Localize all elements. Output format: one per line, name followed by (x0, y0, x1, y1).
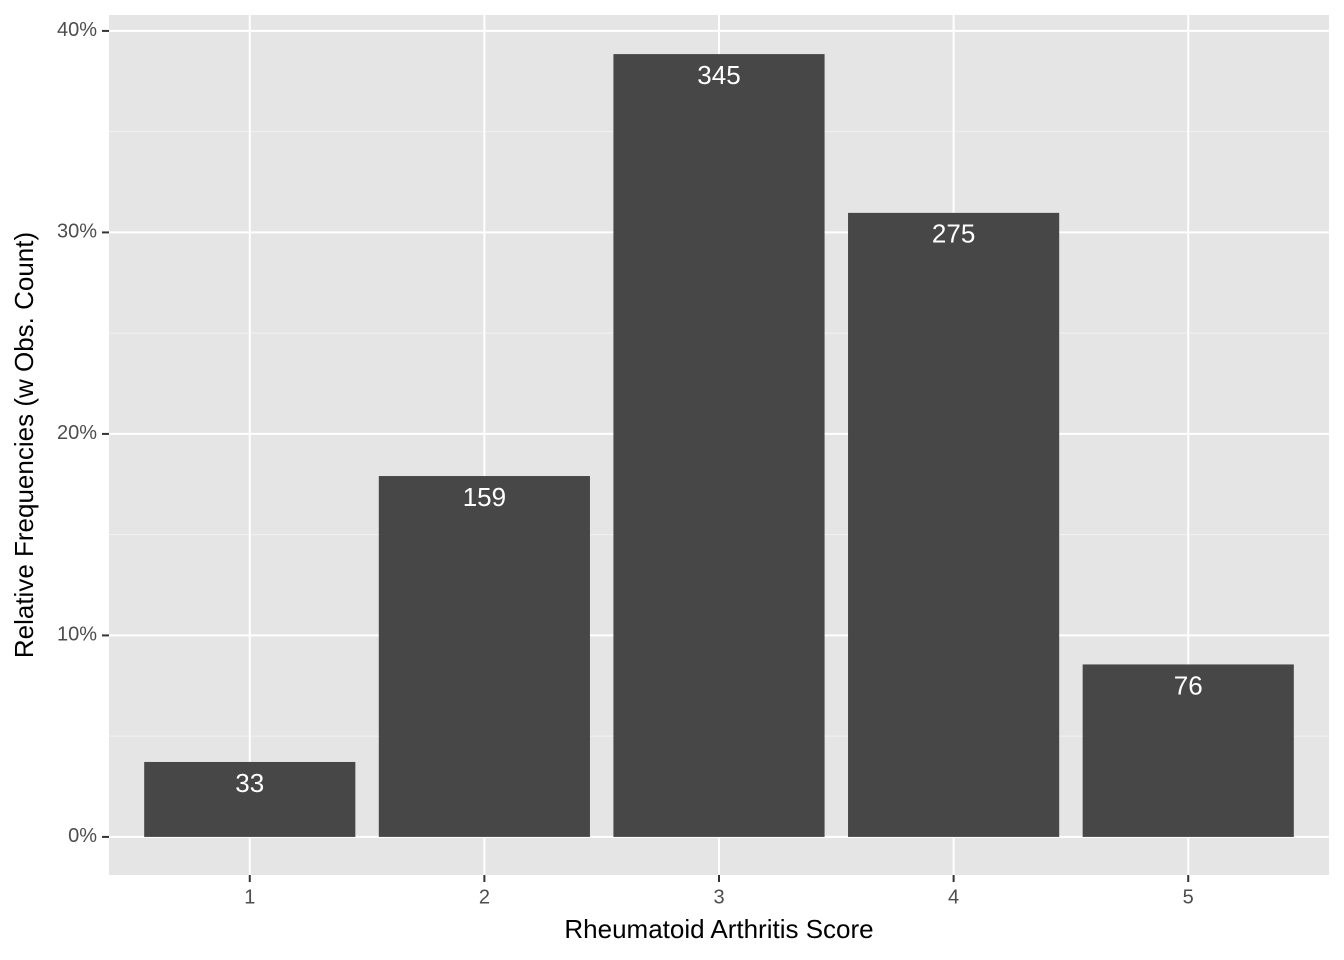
x-tick-label: 1 (244, 886, 255, 908)
bar-count-label: 33 (235, 768, 264, 798)
x-tick-label: 2 (479, 886, 490, 908)
y-tick-label: 0% (68, 825, 97, 847)
bar (378, 476, 590, 837)
y-tick-label: 10% (57, 624, 97, 646)
x-tick-label: 4 (948, 886, 959, 908)
x-axis-title: Rheumatoid Arthritis Score (564, 914, 873, 944)
bar-count-label: 159 (463, 482, 506, 512)
x-tick-label: 3 (713, 886, 724, 908)
y-tick-label: 20% (57, 422, 97, 444)
bar (613, 54, 825, 837)
bar-count-label: 275 (932, 219, 975, 249)
y-tick-label: 30% (57, 221, 97, 243)
bar (144, 761, 356, 837)
y-tick-label: 40% (57, 19, 97, 41)
y-axis-title: Relative Frequencies (w Obs. Count) (9, 232, 39, 658)
marks: 33 159 345 275 76 (144, 54, 1294, 837)
bar (1082, 664, 1294, 837)
bar (848, 212, 1060, 837)
bar-count-label: 76 (1174, 670, 1203, 700)
x-tick-label: 5 (1183, 886, 1194, 908)
bar-count-label: 345 (697, 60, 740, 90)
